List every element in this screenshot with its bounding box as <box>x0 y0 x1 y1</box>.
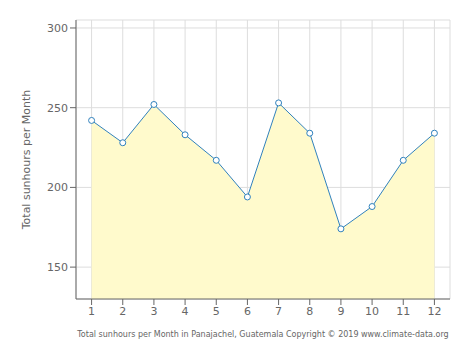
svg-text:Total sunhours per Month in Pa: Total sunhours per Month in Panajachel, … <box>76 330 448 339</box>
svg-text:250: 250 <box>47 102 68 115</box>
svg-text:3: 3 <box>150 305 157 318</box>
svg-text:5: 5 <box>213 305 220 318</box>
svg-text:11: 11 <box>396 305 410 318</box>
svg-text:7: 7 <box>275 305 282 318</box>
svg-text:300: 300 <box>47 22 68 35</box>
svg-text:4: 4 <box>182 305 189 318</box>
svg-text:9: 9 <box>337 305 344 318</box>
svg-text:150: 150 <box>47 261 68 274</box>
svg-text:Total sunhours per Month: Total sunhours per Month <box>20 90 33 231</box>
svg-text:12: 12 <box>427 305 441 318</box>
svg-text:6: 6 <box>244 305 251 318</box>
svg-text:2: 2 <box>119 305 126 318</box>
svg-text:1: 1 <box>88 305 95 318</box>
svg-text:200: 200 <box>47 181 68 194</box>
svg-text:8: 8 <box>306 305 313 318</box>
svg-text:10: 10 <box>365 305 379 318</box>
